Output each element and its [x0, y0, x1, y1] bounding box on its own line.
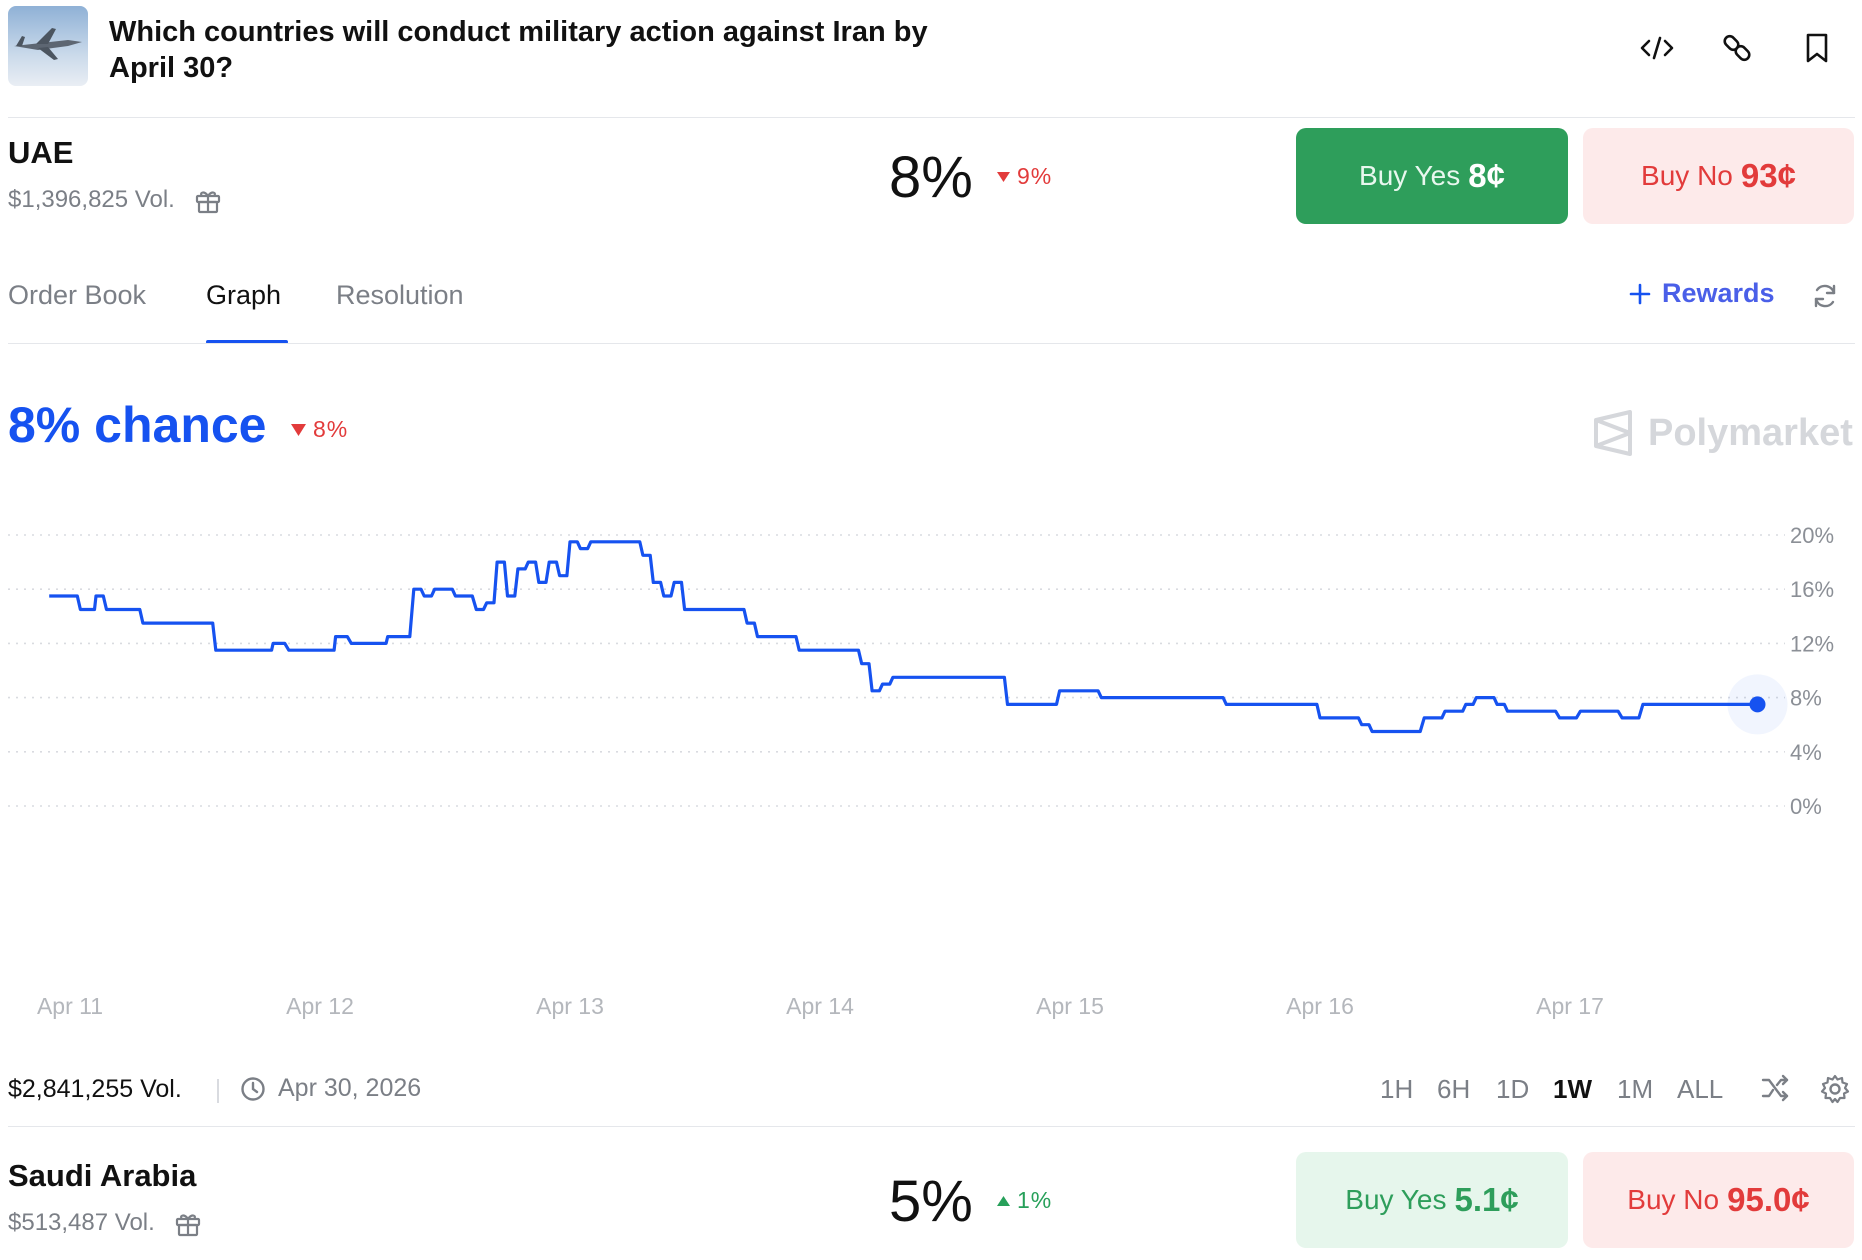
- active-tab-indicator: [206, 340, 288, 344]
- range-1d[interactable]: 1D: [1496, 1074, 1530, 1104]
- y-tick-label: 0%: [1790, 794, 1822, 819]
- x-tick-label: Apr 16: [1286, 993, 1354, 1019]
- market-name: UAE: [8, 135, 74, 170]
- plus-icon: [1629, 283, 1651, 304]
- chance-headline: 8% chance: [8, 397, 267, 453]
- polymarket-wordmark: Polymarket: [1648, 411, 1853, 454]
- chart-settings-button[interactable]: [1819, 1073, 1851, 1110]
- footer-divider: [8, 1126, 1855, 1127]
- market-name: Saudi Arabia: [8, 1158, 197, 1193]
- x-tick-label: Apr 11: [37, 993, 103, 1019]
- market-volume: $513,487 Vol.: [8, 1209, 155, 1236]
- down-triangle-icon: [291, 423, 306, 436]
- market-thumbnail: [8, 6, 88, 86]
- buy-no-price: 93¢: [1740, 157, 1796, 194]
- compare-button[interactable]: [1760, 1073, 1790, 1108]
- gear-icon: [1820, 1074, 1850, 1104]
- market-volume-row: $1,396,825 Vol.: [8, 185, 223, 215]
- end-date-row: Apr 30, 2026: [240, 1074, 421, 1103]
- x-tick-label: Apr 12: [286, 993, 354, 1019]
- polymarket-watermark: Polymarket: [1592, 410, 1853, 456]
- header-divider: [8, 117, 1855, 118]
- buy-yes-label: Buy Yes: [1345, 1184, 1447, 1215]
- probability-change: 9%: [996, 163, 1052, 190]
- market-volume: $1,396,825 Vol.: [8, 186, 175, 213]
- fighter-jet-image: [8, 6, 88, 86]
- x-tick-label: Apr 15: [1036, 993, 1104, 1019]
- tab-graph[interactable]: Graph: [206, 280, 282, 310]
- buy-no-button[interactable]: Buy No 95.0¢: [1583, 1152, 1854, 1248]
- rewards-button[interactable]: Rewards: [1628, 278, 1775, 309]
- last-point-marker: [1749, 696, 1766, 713]
- chance-change-value: 8%: [313, 416, 349, 442]
- range-1h[interactable]: 1H: [1380, 1074, 1414, 1104]
- range-all[interactable]: ALL: [1677, 1074, 1724, 1104]
- gift-icon[interactable]: [173, 1208, 203, 1238]
- copy-link-button[interactable]: [1717, 28, 1757, 68]
- market-probability: 8%: [889, 145, 973, 210]
- total-volume: $2,841,255 Vol.: [8, 1075, 182, 1103]
- series-line: [49, 540, 1758, 734]
- x-tick-label: Apr 17: [1536, 993, 1604, 1019]
- chance-change: 8%: [290, 416, 348, 443]
- y-tick-label: 12%: [1790, 631, 1834, 656]
- bookmark-icon: [1806, 33, 1828, 63]
- gift-icon[interactable]: [193, 185, 223, 215]
- code-icon: [1640, 36, 1674, 60]
- link-icon: [1723, 34, 1751, 62]
- buy-yes-label: Buy Yes: [1359, 160, 1461, 191]
- probability-change: 1%: [996, 1187, 1052, 1214]
- market-volume-row: $513,487 Vol.: [8, 1208, 203, 1238]
- tab-resolution[interactable]: Resolution: [336, 280, 464, 310]
- embed-code-button[interactable]: [1637, 28, 1677, 68]
- range-6h[interactable]: 6H: [1437, 1074, 1471, 1104]
- refresh-icon: [1814, 284, 1836, 308]
- polymarket-logo-icon: [1594, 410, 1632, 456]
- clock-icon: [241, 1076, 265, 1101]
- market-probability: 5%: [889, 1169, 973, 1234]
- tab-order-book[interactable]: Order Book: [8, 280, 147, 310]
- x-tick-label: Apr 13: [536, 993, 604, 1019]
- market-title: Which countries will conduct military ac…: [109, 16, 928, 84]
- y-tick-label: 16%: [1790, 577, 1834, 602]
- footer-separator: [217, 1079, 219, 1103]
- range-1m[interactable]: 1M: [1617, 1074, 1654, 1104]
- y-tick-label: 20%: [1790, 523, 1834, 548]
- y-tick-label: 8%: [1790, 686, 1822, 711]
- probability-change-value: 9%: [1017, 163, 1053, 189]
- tabs-divider: [8, 343, 1855, 344]
- buy-yes-button[interactable]: Buy Yes 8¢: [1296, 128, 1568, 224]
- probability-change-value: 1%: [1017, 1187, 1053, 1213]
- down-triangle-icon: [997, 171, 1010, 182]
- y-tick-label: 4%: [1790, 740, 1822, 765]
- buy-no-label: Buy No: [1641, 160, 1733, 191]
- buy-no-label: Buy No: [1627, 1184, 1720, 1215]
- up-triangle-icon: [997, 1195, 1010, 1206]
- buy-yes-price: 8¢: [1468, 157, 1505, 194]
- buy-yes-button[interactable]: Buy Yes 5.1¢: [1296, 1152, 1568, 1248]
- end-date: Apr 30, 2026: [278, 1074, 422, 1102]
- rewards-label: Rewards: [1662, 278, 1775, 308]
- buy-yes-price: 5.1¢: [1454, 1181, 1519, 1218]
- shuffle-icon: [1761, 1074, 1789, 1102]
- buy-no-button[interactable]: Buy No 93¢: [1583, 128, 1854, 224]
- x-tick-label: Apr 14: [786, 993, 854, 1019]
- bookmark-button[interactable]: [1797, 28, 1837, 68]
- price-chart[interactable]: 20% 16% 12% 8% 4% 0% Apr 11 Apr 12 Apr 13 Apr 14 A…: [0, 510, 1862, 1030]
- range-1w[interactable]: 1W: [1553, 1074, 1592, 1104]
- refresh-button[interactable]: [1810, 281, 1840, 316]
- buy-no-price: 95.0¢: [1727, 1181, 1810, 1218]
